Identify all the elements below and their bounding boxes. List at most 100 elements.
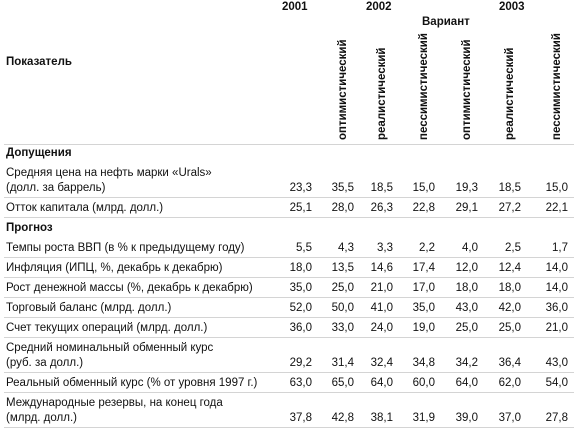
cell-value: 18,5 [498, 182, 521, 194]
section-title: Прогноз [6, 222, 53, 234]
year-header: 2001 [282, 1, 308, 13]
cell-value: 27,8 [545, 412, 568, 424]
cell-value: 36,0 [545, 302, 568, 314]
cell-value: 25,1 [289, 202, 312, 214]
scenario-header: пессимистический [551, 33, 563, 140]
cell-value: 18,0 [455, 282, 478, 294]
cell-value: 23,3 [289, 182, 312, 194]
cell-value: 2,2 [419, 242, 435, 254]
cell-value: 17,4 [412, 262, 435, 274]
cell-value: 21,0 [545, 322, 568, 334]
cell-value: 22,1 [545, 202, 568, 214]
cell-value: 13,5 [331, 262, 354, 274]
cell-value: 19,3 [455, 182, 478, 194]
cell-value: 25,0 [455, 322, 478, 334]
cell-value: 37,0 [498, 412, 521, 424]
cell-value: 64,0 [370, 377, 393, 389]
row-label: Рост денежной массы (%, декабрь к декабр… [6, 282, 253, 294]
cell-value: 35,0 [289, 282, 312, 294]
cell-value: 34,8 [412, 357, 435, 369]
cell-value: 2,5 [505, 242, 521, 254]
row-label: (млрд. долл.) [6, 412, 77, 424]
cell-value: 21,0 [370, 282, 393, 294]
cell-value: 35,5 [331, 182, 354, 194]
row-rule [4, 392, 574, 393]
row-label: Счет текущих операций (млрд. долл.) [6, 322, 208, 334]
cell-value: 34,2 [455, 357, 478, 369]
cell-value: 14,0 [545, 262, 568, 274]
cell-value: 36,0 [289, 322, 312, 334]
row-label: Отток капитала (млрд. долл.) [6, 202, 164, 214]
cell-value: 43,0 [545, 357, 568, 369]
row-label: Инфляция (ИПЦ, %, декабрь к декабрю) [6, 262, 223, 274]
cell-value: 29,2 [289, 357, 312, 369]
row-rule [4, 277, 574, 278]
row-label: Средняя цена на нефть марки «Urals» [6, 167, 212, 179]
cell-value: 60,0 [412, 377, 435, 389]
cell-value: 31,4 [331, 357, 354, 369]
cell-value: 32,4 [370, 357, 393, 369]
row-rule [4, 217, 574, 218]
row-label: (руб. за долл.) [6, 357, 84, 369]
cell-value: 18,5 [370, 182, 393, 194]
cell-value: 35,0 [412, 302, 435, 314]
cell-value: 41,0 [370, 302, 393, 314]
cell-value: 12,0 [455, 262, 478, 274]
cell-value: 54,0 [545, 377, 568, 389]
cell-value: 31,9 [412, 412, 435, 424]
cell-value: 52,0 [289, 302, 312, 314]
cell-value: 15,0 [545, 182, 568, 194]
cell-value: 64,0 [455, 377, 478, 389]
row-label: Международные резервы, на конец года [6, 397, 223, 409]
row-rule [4, 257, 574, 258]
cell-value: 15,0 [412, 182, 435, 194]
cell-value: 36,4 [498, 357, 521, 369]
cell-value: 42,0 [498, 302, 521, 314]
cell-value: 62,0 [498, 377, 521, 389]
cell-value: 17,0 [412, 282, 435, 294]
scenario-header: оптимистический [337, 39, 349, 140]
cell-value: 28,0 [331, 202, 354, 214]
cell-value: 1,7 [552, 242, 568, 254]
cell-value: 27,2 [498, 202, 521, 214]
scenario-header: реалистический [376, 47, 388, 141]
cell-value: 25,0 [498, 322, 521, 334]
indicator-header: Показатель [6, 56, 72, 68]
row-label: (долл. за баррель) [6, 182, 106, 194]
variant-header: Вариант [422, 16, 470, 28]
cell-value: 42,8 [331, 412, 354, 424]
cell-value: 24,0 [370, 322, 393, 334]
row-rule [4, 337, 574, 338]
row-rule [4, 372, 574, 373]
row-label: Средний номинальный обменный курс [6, 342, 214, 354]
row-label: Реальный обменный курс (% от уровня 1997… [6, 377, 258, 389]
row-label: Темпы роста ВВП (в % к предыдущему году) [6, 242, 245, 254]
cell-value: 18,0 [289, 262, 312, 274]
cell-value: 12,4 [498, 262, 521, 274]
row-rule [4, 297, 574, 298]
row-rule [4, 317, 574, 318]
cell-value: 63,0 [289, 377, 312, 389]
cell-value: 5,5 [296, 242, 312, 254]
cell-value: 29,1 [455, 202, 478, 214]
year-header: 2003 [499, 1, 525, 13]
row-label: Торговый баланс (млрд. долл.) [6, 302, 172, 314]
header-rule [4, 144, 574, 145]
cell-value: 25,0 [331, 282, 354, 294]
cell-value: 14,0 [545, 282, 568, 294]
scenario-header: оптимистический [461, 39, 473, 140]
cell-value: 22,8 [412, 202, 435, 214]
cell-value: 3,3 [377, 242, 393, 254]
cell-value: 26,3 [370, 202, 393, 214]
year-header: 2002 [366, 1, 392, 13]
cell-value: 65,0 [331, 377, 354, 389]
scenario-header: пессимистический [418, 33, 430, 140]
cell-value: 18,0 [498, 282, 521, 294]
row-rule [4, 197, 574, 198]
cell-value: 39,0 [455, 412, 478, 424]
cell-value: 19,0 [412, 322, 435, 334]
section-title: Допущения [6, 147, 72, 159]
cell-value: 14,6 [370, 262, 393, 274]
cell-value: 37,8 [289, 412, 312, 424]
